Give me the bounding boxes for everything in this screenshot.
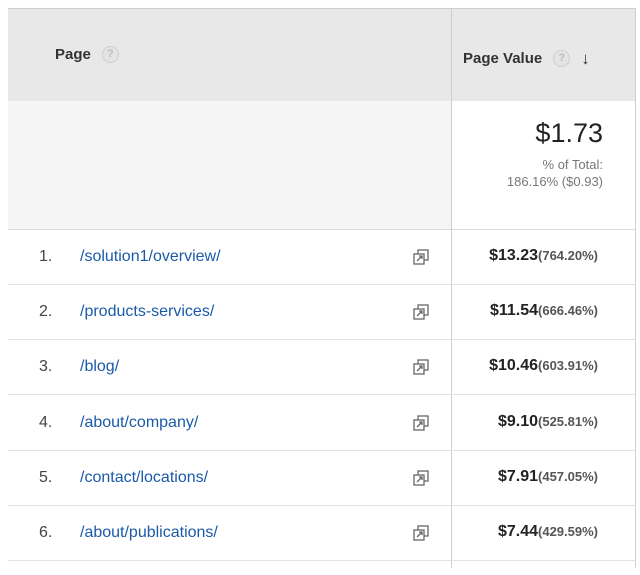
table-row: 1. /solution1/overview/ $13.23(764.20%) [8, 230, 635, 285]
help-circle-icon[interactable]: ? [101, 46, 119, 63]
row-index: 5. [39, 469, 53, 486]
help-circle-icon[interactable]: ? [553, 50, 571, 67]
page-path-link[interactable]: /products-services/ [80, 303, 215, 320]
total-value-cell [452, 101, 635, 230]
row-index: 4. [39, 414, 53, 431]
table-row: 2. /products-services/ $11.54(666.46%) [8, 285, 635, 340]
column-header-page-label: Page [55, 46, 91, 63]
open-in-new-window-icon[interactable] [412, 358, 430, 376]
page-value-cell: $7.91(457.05%) [498, 468, 598, 486]
page-value-cell: $11.54(666.46%) [490, 302, 598, 320]
row-index: 1. [39, 248, 53, 265]
page-value-cell: $9.10(525.81%) [498, 413, 598, 431]
page-value-amount: $13.23 [489, 247, 539, 264]
page-path-link[interactable]: /about/publications/ [80, 524, 218, 541]
page-value-percent: (525.81%) [538, 414, 598, 429]
page-value-percent: (457.05%) [538, 469, 598, 484]
page-path-link[interactable]: /blog/ [80, 358, 120, 375]
row-index: 3. [39, 358, 53, 375]
page-value-cell: $7.44(429.59%) [498, 523, 598, 541]
open-in-new-window-icon[interactable] [412, 248, 430, 266]
table-row: 4. /about/company/ $9.10(525.81%) [8, 396, 635, 451]
table-row: 3. /blog/ $10.46(603.91%) [8, 340, 635, 395]
row-index: 6. [39, 524, 53, 541]
column-header-page: Page ? [55, 46, 119, 63]
total-amount: $1.73 [535, 118, 603, 148]
open-in-new-window-icon[interactable] [412, 303, 430, 321]
column-header-page-value-label[interactable]: Page Value [463, 50, 543, 67]
open-in-new-window-icon[interactable] [412, 524, 430, 542]
column-header-page-value[interactable]: Page Value ? ↓ [463, 50, 590, 67]
page-value-amount: $7.91 [497, 468, 539, 485]
column-divider [451, 9, 452, 568]
open-in-new-window-icon[interactable] [412, 469, 430, 487]
report-table-frame [8, 8, 636, 568]
page-value-cell: $10.46(603.91%) [489, 357, 598, 375]
page-value-cell: $13.23(764.20%) [489, 247, 598, 265]
page-value-percent: (429.59%) [538, 524, 598, 539]
page-path-link[interactable]: /contact/locations/ [80, 469, 209, 486]
page-value-amount: $11.54 [489, 302, 539, 319]
page-path-link[interactable]: /solution1/overview/ [80, 248, 221, 265]
table-row: 6. /about/publications/ $7.44(429.59%) [8, 506, 635, 561]
total-percent-value: 186.16% ($0.93) [506, 174, 603, 189]
page-value-amount: $7.44 [497, 523, 539, 540]
open-in-new-window-icon[interactable] [412, 414, 430, 432]
page-value-amount: $9.10 [497, 413, 539, 430]
row-index: 2. [39, 303, 53, 320]
page-value-percent: (666.46%) [538, 303, 598, 318]
total-percent-label: % of Total: [542, 157, 603, 172]
sort-descending-arrow-icon[interactable]: ↓ [581, 48, 590, 68]
page-value-percent: (764.20%) [538, 248, 598, 263]
page-value-percent: (603.91%) [538, 358, 598, 373]
page-value-amount: $10.46 [489, 357, 539, 374]
page-path-link[interactable]: /about/company/ [80, 414, 199, 431]
table-row: 5. /contact/locations/ $7.91(457.05%) [8, 451, 635, 506]
